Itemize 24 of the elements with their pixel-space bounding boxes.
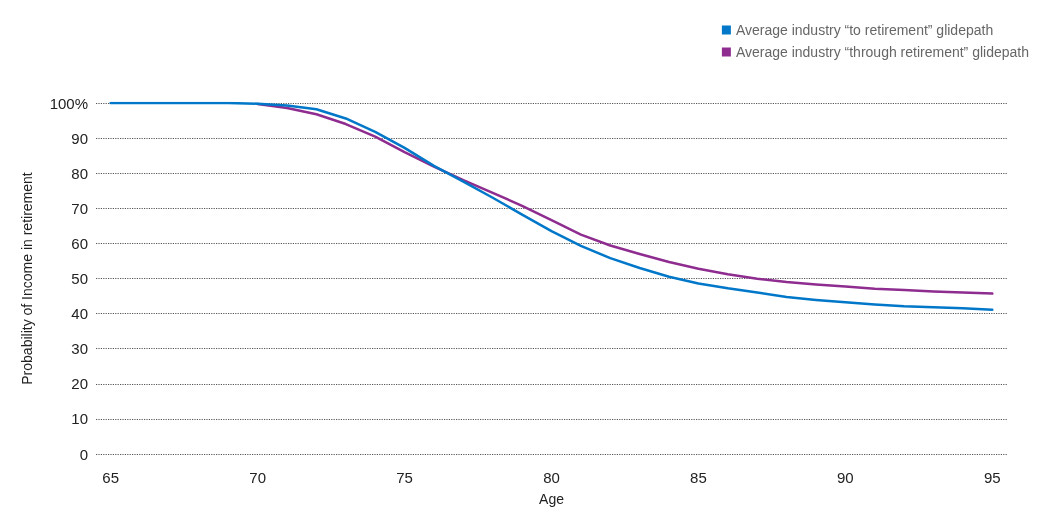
y-tick-label: 40 <box>71 305 88 323</box>
x-tick-label: 70 <box>249 469 266 486</box>
x-tick-label: 80 <box>543 469 560 486</box>
line-series <box>256 102 994 295</box>
y-tick-label: 70 <box>71 199 88 217</box>
line-series <box>109 101 994 311</box>
x-axis-title: Age <box>539 491 565 507</box>
x-tick-label: 95 <box>983 469 1001 486</box>
y-tick-label: 60 <box>71 234 88 252</box>
y-tick-label: 100% <box>49 94 88 112</box>
y-tick-label: 80 <box>71 164 88 182</box>
y-tick-label: 20 <box>71 375 88 393</box>
y-tick-label: 50 <box>71 270 88 287</box>
x-tick-label: 75 <box>396 469 413 486</box>
x-tick-label: 85 <box>690 469 707 486</box>
legend-label: Average industry “through retirement” glidepath <box>735 44 1029 60</box>
x-tick-label: 90 <box>837 469 854 486</box>
y-tick-label: 30 <box>71 340 88 358</box>
x-tick-label: 65 <box>102 469 120 486</box>
y-tick-label: 0 <box>79 445 88 463</box>
y-tick-label: 10 <box>71 410 88 428</box>
y-axis-title: Probability of Income in retirement <box>19 172 35 385</box>
legend-label: Average industry “to retirement” glidepath <box>735 22 994 38</box>
y-tick-label: 90 <box>71 129 88 147</box>
